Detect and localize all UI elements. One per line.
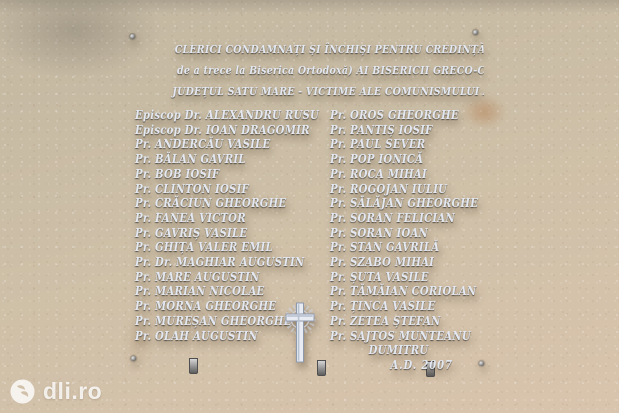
mounting-bracket (317, 360, 326, 376)
memorial-row: Pr. PAUL SEVER (330, 137, 426, 152)
memorial-row: Pr. BĂLAN GAVRIL (135, 152, 246, 167)
left-name-column: Episcop Dr. ALEXANDRU RUSU Episcop Dr. I… (135, 108, 330, 373)
memorial-row: Pr. SZABO MIHAI (330, 255, 435, 270)
memorial-row: Episcop Dr. IOAN DRAGOMIR (135, 122, 310, 137)
memorial-row: Pr. STAN GAVRILĂ (330, 240, 440, 255)
wall-stain (118, 300, 158, 380)
memorial-row: Pr. MARE AUGUSTIN (135, 269, 260, 284)
watermark-text: dli.ro (43, 378, 103, 404)
memorial-row: Pr. CRĂCIUN GHEORGHE (135, 196, 287, 211)
right-name-column: Pr. OROS GHEORGHE Pr. PANTIȘ IOSIF Pr. P… (330, 108, 489, 373)
plaque-year: A.D. 2007 (390, 357, 453, 372)
mounting-bracket (189, 358, 198, 374)
header-line: de a trece la Biserica Ortodoxă) AI BISE… (177, 63, 561, 77)
screw-icon (473, 30, 478, 35)
watermark: dli.ro (9, 378, 102, 405)
rust-stain (452, 88, 516, 136)
header-line: JUDEȚUL SATU MARE - VICTIME ALE COMUNISM… (172, 84, 514, 98)
screw-icon (479, 361, 484, 366)
memorial-row-carryover: DUMITRU (368, 343, 429, 358)
screw-icon (131, 356, 136, 361)
memorial-row: Pr. MORNA GHEORGHE (135, 299, 277, 314)
wall-shadow-top (0, 0, 619, 14)
memorial-row: Pr. SORAN FELICIAN (330, 210, 455, 225)
memorial-row: Pr. MUREȘAN GHEORGHE (135, 313, 292, 328)
cross-icon (284, 302, 316, 363)
memorial-row: Pr. ȘUTA VASILE (330, 269, 429, 284)
wall-shadow-top-left (0, 0, 190, 95)
memorial-row: Pr. SĂLĂJAN GHEORGHE (330, 196, 479, 211)
memorial-row: Episcop Dr. ALEXANDRU RUSU (135, 108, 320, 122)
plaque-content: CLERICI CONDAMNAȚI ȘI ÎNCHIȘI PENTRU CRE… (111, 28, 489, 373)
name-columns: Episcop Dr. ALEXANDRU RUSU Episcop Dr. I… (135, 108, 478, 373)
memorial-row: Pr. ROCA MIHAI (330, 166, 427, 181)
memorial-row: Pr. GAVRIȘ VASILE (135, 225, 248, 240)
memorial-row: Pr. Dr. MAGHIAR AUGUSTIN (135, 255, 305, 270)
memorial-row: Pr. ROGOJAN IULIU (330, 181, 448, 196)
memorial-row: Pr. OROS GHEORGHE (330, 108, 459, 122)
header-line: CLERICI CONDAMNAȚI ȘI ÎNCHIȘI PENTRU CRE… (174, 42, 537, 56)
memorial-row: Pr. OLAH AUGUSTIN (135, 328, 258, 343)
dli-logo-icon (10, 379, 35, 404)
memorial-row: Pr. TĂMĂIAN CORIOLAN (330, 284, 477, 299)
memorial-row: Pr. ȚINCA VASILE (330, 299, 436, 314)
memorial-row: Pr. POP IONICĂ (330, 152, 424, 167)
memorial-row: Pr. GHIȚA VALER EMIL (135, 240, 273, 255)
mounting-bracket (426, 361, 435, 377)
memorial-row: Pr. ANDERCĂU VASILE (135, 137, 271, 152)
screw-icon (130, 34, 135, 39)
memorial-row: Pr. BOB IOSIF (135, 166, 220, 181)
memorial-row: Pr. MARIAN NICOLAE (135, 284, 265, 299)
plaque-header: CLERICI CONDAMNAȚI ȘI ÎNCHIȘI PENTRU CRE… (135, 38, 489, 101)
memorial-plaque: CLERICI CONDAMNAȚI ȘI ÎNCHIȘI PENTRU CRE… (111, 28, 489, 373)
memorial-row: Pr. SORAN IOAN (330, 225, 429, 240)
memorial-row: Pr. ZETEA ȘTEFAN (330, 313, 441, 328)
memorial-row: Pr. PANTIȘ IOSIF (330, 122, 433, 137)
memorial-row: Pr. FANEA VICTOR (135, 210, 246, 225)
memorial-row: Pr. CLINTON IOSIF (135, 181, 249, 196)
memorial-row: Pr. SAJTOS MUNTEANU (330, 328, 471, 343)
